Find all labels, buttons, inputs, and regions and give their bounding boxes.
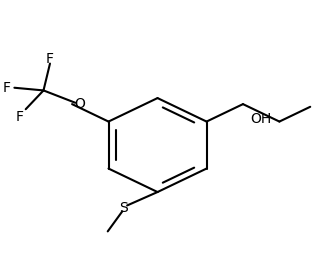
Text: F: F (2, 81, 10, 95)
Text: S: S (120, 201, 128, 215)
Text: F: F (15, 110, 23, 124)
Text: O: O (75, 97, 86, 111)
Text: OH: OH (250, 112, 271, 126)
Text: F: F (46, 52, 54, 66)
